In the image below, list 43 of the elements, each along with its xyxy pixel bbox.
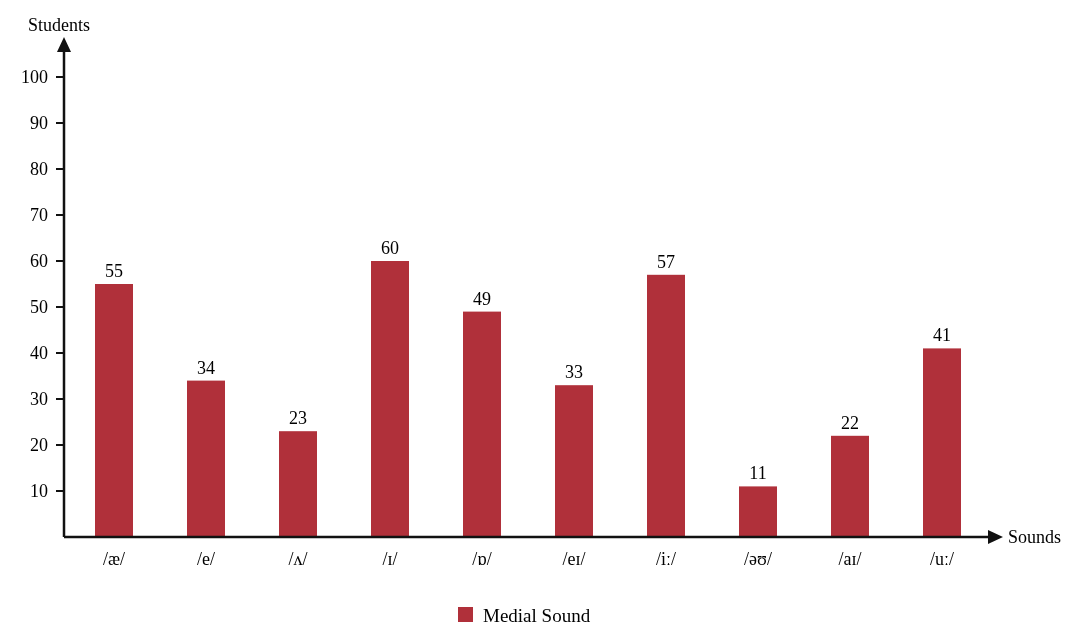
bar <box>831 435 869 537</box>
y-axis-title: Students <box>28 15 91 36</box>
bar <box>95 284 133 537</box>
y-tick-label: 100 <box>21 67 48 88</box>
y-tick-label: 70 <box>30 205 48 226</box>
bar <box>187 380 225 537</box>
data-label: 57 <box>657 251 675 272</box>
y-tick-label: 40 <box>30 343 48 364</box>
y-tick-label: 30 <box>30 389 48 410</box>
data-label: 23 <box>289 408 307 429</box>
x-tick-label: /uː/ <box>929 549 955 570</box>
bar <box>739 486 777 537</box>
bar <box>371 261 409 537</box>
x-tick-label: /e/ <box>197 549 215 570</box>
data-label: 49 <box>473 288 491 309</box>
data-label: 33 <box>565 362 583 383</box>
bar <box>555 385 593 537</box>
x-tick-label: /ɪ/ <box>382 549 398 570</box>
legend-label: Medial Sound <box>483 604 591 625</box>
data-label: 60 <box>381 238 399 258</box>
data-label: 22 <box>841 412 859 433</box>
data-label: 41 <box>933 325 951 346</box>
bar <box>923 348 961 537</box>
x-tick-label: /ʌ/ <box>288 549 308 570</box>
x-tick-label: /eɪ/ <box>562 549 586 570</box>
bar <box>279 431 317 537</box>
bar <box>647 274 685 537</box>
y-tick-label: 20 <box>30 435 48 456</box>
data-label: 11 <box>749 463 767 484</box>
y-tick-label: 90 <box>30 113 48 134</box>
y-tick-label: 80 <box>30 159 48 180</box>
bar <box>463 311 501 537</box>
y-tick-label: 50 <box>30 297 48 318</box>
x-axis-title: Sounds <box>1008 527 1062 548</box>
x-tick-label: /iː/ <box>655 549 677 570</box>
data-label: 34 <box>197 357 215 378</box>
x-tick-label: /æ/ <box>102 549 126 570</box>
data-label: 55 <box>105 261 123 281</box>
x-tick-label: /ɒ/ <box>472 549 492 570</box>
y-tick-label: 60 <box>30 251 48 272</box>
y-tick-label: 10 <box>30 481 48 502</box>
x-tick-label: /əʊ/ <box>744 549 772 570</box>
x-tick-label: /aɪ/ <box>838 549 862 570</box>
